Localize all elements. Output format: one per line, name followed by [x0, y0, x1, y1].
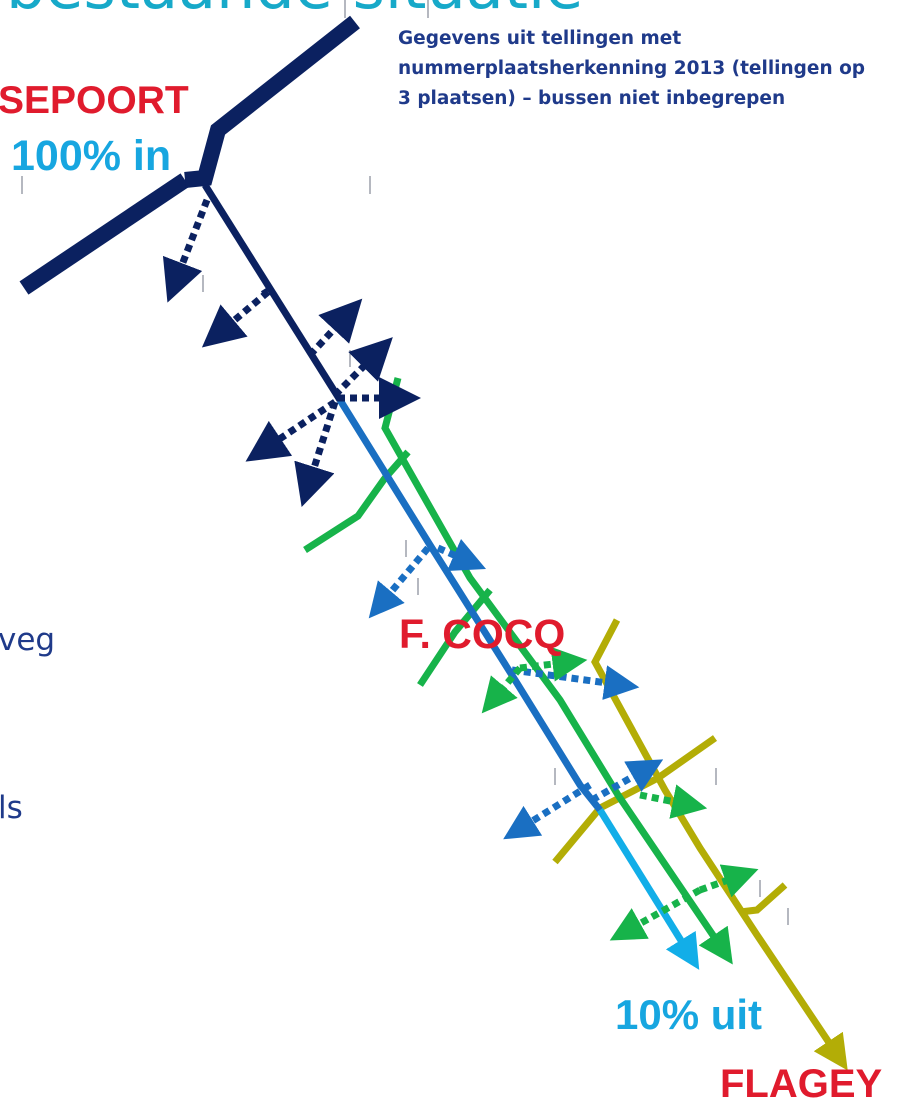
- mid-place-label: F. COCQ: [399, 611, 565, 657]
- navy-main-road: [19, 15, 360, 402]
- olive-road: [552, 618, 848, 1071]
- left-fragment-1: veg: [0, 622, 55, 658]
- end-place-label: FLAGEY: [720, 1062, 883, 1104]
- left-fragment-2: ls: [0, 790, 23, 826]
- start-place-label: SEPOORT: [0, 79, 189, 122]
- page-title-fragment: bestaande situatie: [6, 0, 583, 23]
- blue-road: [337, 398, 700, 970]
- green-road: [303, 377, 733, 965]
- data-source-note: Gegevens uit tellingen met nummerplaatsh…: [398, 28, 866, 109]
- turning-arrows: [162, 198, 759, 941]
- end-share-label: 10% uit: [615, 991, 762, 1038]
- start-share-label: 100% in: [11, 132, 171, 180]
